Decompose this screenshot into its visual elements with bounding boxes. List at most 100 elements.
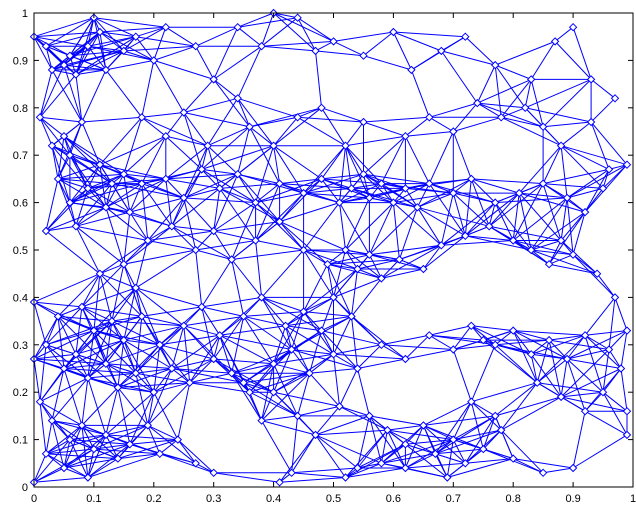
node-marker [227, 368, 236, 378]
node-marker [377, 340, 386, 350]
edge-line [531, 249, 574, 256]
edge-line [147, 424, 179, 441]
edge-line [63, 368, 83, 426]
edge-line [327, 254, 370, 265]
x-axis: 0 0.1 0.2 0.3 0.4 0.5 0.6 0.7 0.8 0.9 1 [31, 13, 636, 505]
edge-line [273, 325, 287, 364]
edge-line [195, 230, 215, 251]
node-marker [365, 250, 374, 259]
edge-line [357, 344, 382, 369]
node-marker [119, 335, 129, 345]
edge-line [129, 211, 172, 227]
edge-line [315, 429, 388, 436]
edge-line [321, 330, 382, 346]
edge-line [513, 240, 574, 256]
edge-line [525, 78, 592, 109]
node-marker [419, 264, 428, 274]
edge-line [105, 207, 125, 265]
node-marker [257, 293, 266, 302]
edge-line [93, 17, 137, 38]
edge-line [165, 178, 173, 227]
edge-line [171, 334, 220, 369]
edge-line [135, 287, 161, 345]
node-marker [179, 321, 189, 331]
edge-line [387, 424, 424, 431]
edge-line [93, 448, 160, 455]
edge-line [87, 320, 113, 379]
edge-line [45, 439, 71, 455]
edge-line [177, 382, 191, 440]
edge-line [602, 368, 622, 393]
edge-line [105, 363, 172, 369]
edge-line [243, 297, 262, 317]
edge-line [471, 178, 520, 194]
edge-line [117, 453, 160, 460]
edge-line [63, 443, 130, 469]
edge-line [213, 26, 239, 80]
edge-line [566, 358, 604, 393]
edge-line [279, 221, 346, 251]
node-marker [347, 184, 356, 193]
edge-line [213, 45, 262, 80]
edge-line [45, 306, 83, 346]
node-marker [526, 75, 536, 84]
edge-line [531, 353, 568, 360]
edge-line [123, 240, 149, 265]
node-marker [622, 430, 632, 440]
node-marker [490, 340, 500, 350]
edge-line [183, 145, 209, 199]
edge-line [452, 192, 490, 227]
node-marker [425, 331, 434, 340]
edge-line [405, 453, 436, 469]
edge-line [560, 368, 622, 398]
edge-line [75, 183, 113, 227]
edge-line [249, 116, 298, 128]
edge-line [243, 311, 304, 317]
edge-line [321, 178, 370, 199]
edge-line [429, 178, 472, 185]
edge-line [135, 325, 185, 374]
edge-line [243, 372, 310, 384]
edge-line [213, 230, 256, 241]
edge-line [566, 358, 586, 412]
edge-line [548, 254, 574, 265]
edge-line [135, 344, 161, 374]
edge-line [183, 112, 250, 128]
node-marker [449, 188, 458, 198]
edge-line [123, 117, 143, 175]
node-marker [71, 350, 81, 359]
edge-line [429, 325, 472, 336]
edge-line [213, 79, 239, 99]
edge-line [363, 55, 412, 71]
edge-line [380, 183, 394, 203]
edge-line [33, 36, 53, 71]
edge-line [99, 240, 149, 275]
edge-line [483, 330, 514, 341]
edge-line [111, 320, 184, 327]
node-marker [95, 160, 105, 169]
edge-line [494, 64, 526, 109]
edge-line [135, 287, 202, 308]
edge-line [45, 344, 65, 369]
edge-line [249, 126, 274, 147]
node-marker [568, 250, 578, 259]
edge-line [87, 339, 125, 379]
edge-line [452, 192, 466, 236]
node-marker [275, 217, 284, 226]
node-marker [359, 169, 368, 179]
edge-line [105, 183, 143, 208]
edge-line [423, 235, 466, 270]
edge-line [465, 235, 514, 241]
edge-line [446, 439, 454, 478]
edge-line [297, 17, 316, 52]
edge-line [512, 330, 568, 360]
edge-line [135, 373, 149, 426]
node-marker [89, 444, 99, 454]
edge-line [494, 65, 502, 118]
edge-line [213, 188, 221, 232]
edge-line [141, 112, 184, 118]
edge-line [560, 358, 568, 397]
edge-line [273, 145, 281, 184]
node-marker [167, 364, 177, 373]
edge-line [93, 330, 160, 346]
